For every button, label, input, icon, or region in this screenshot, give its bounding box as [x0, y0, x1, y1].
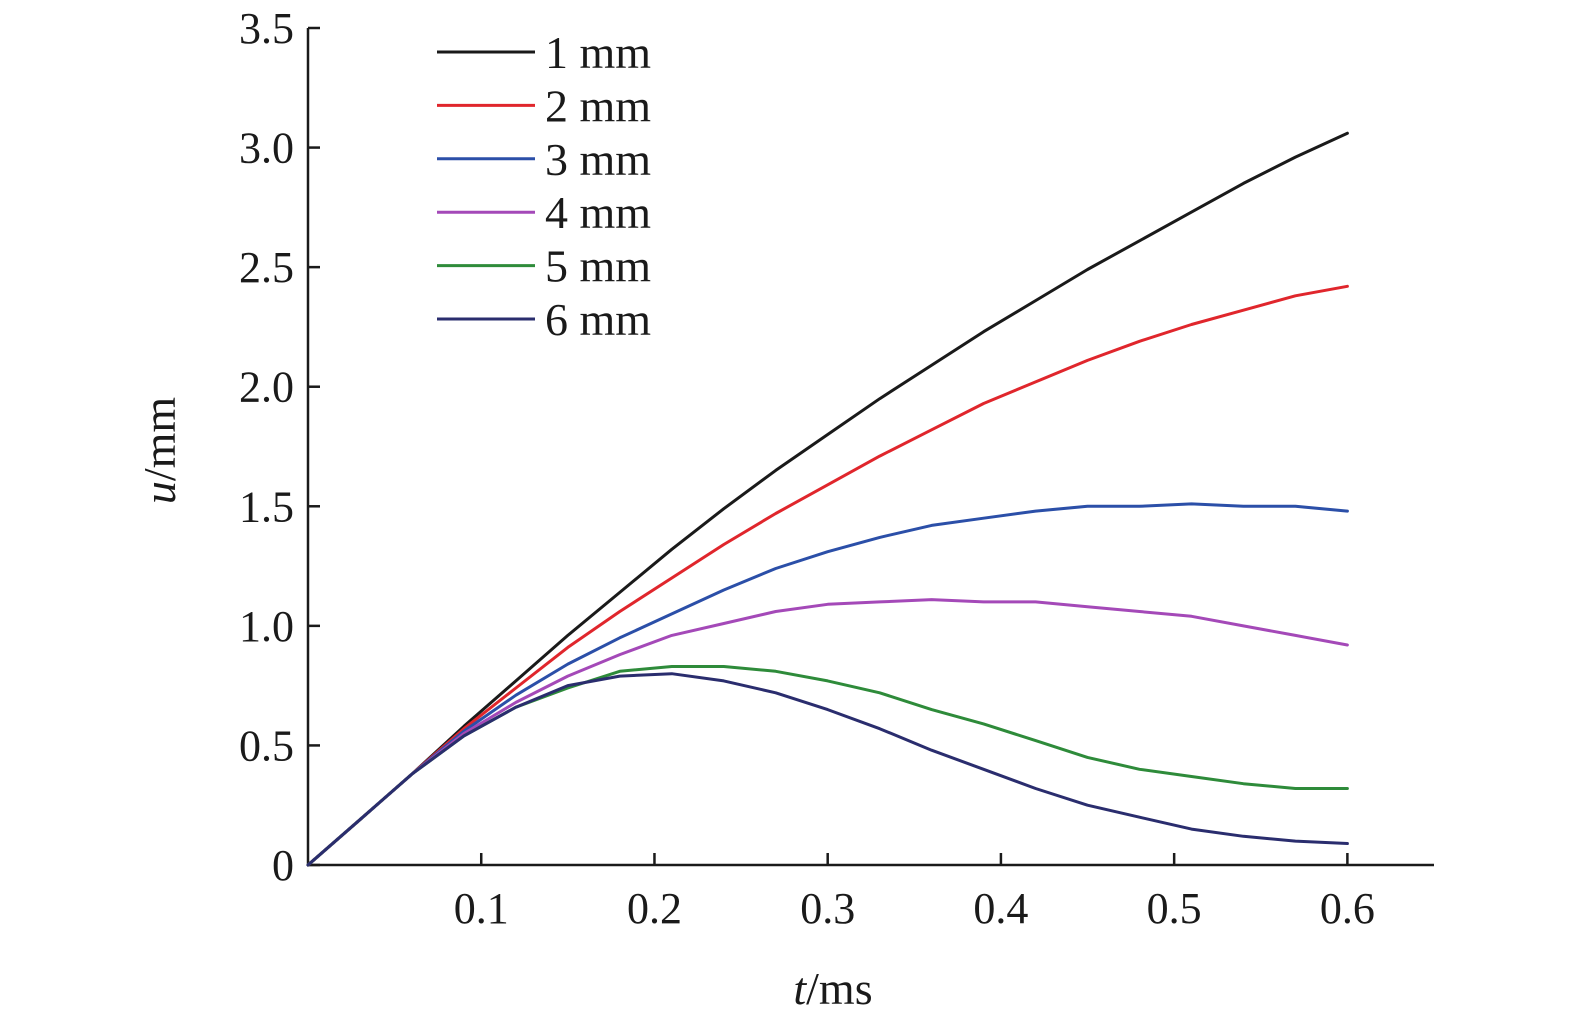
x-tick-label: 0.5: [1147, 884, 1202, 933]
x-tick-label: 0.1: [454, 884, 509, 933]
y-tick-label: 1.5: [239, 482, 294, 531]
series-line-1: [306, 131, 1349, 867]
legend-label-3: 3 mm: [545, 134, 651, 185]
x-ticks: 0.1 0.2 0.3 0.4 0.5 0.6: [454, 853, 1375, 933]
series-line-6: [306, 672, 1349, 867]
legend-label-4: 4 mm: [545, 187, 651, 238]
y-axis-title-symbol: u: [134, 481, 185, 504]
x-tick-label: 0.3: [800, 884, 855, 933]
y-tick-label: 1.0: [239, 602, 294, 651]
series-layer: [306, 131, 1349, 867]
y-tick-label: 0.5: [239, 721, 294, 770]
y-tick-label: 2.5: [239, 243, 294, 292]
legend-label-6: 6 mm: [545, 294, 651, 345]
x-axis-title: t/ms: [793, 963, 872, 1014]
x-tick-label: 0.2: [627, 884, 682, 933]
y-tick-label: 3.0: [239, 124, 294, 173]
legend-label-2: 2 mm: [545, 80, 651, 131]
x-axis-title-symbol: t: [793, 963, 807, 1014]
y-tick-label: 0: [272, 841, 294, 890]
y-axis-title: u/mm: [134, 397, 185, 505]
series-line-5: [306, 665, 1349, 867]
axes: 0.1 0.2 0.3 0.4 0.5 0.6 0 0.5 1.0 1.5 2.0 2.5 3.0 3.…: [239, 4, 1434, 933]
x-axis-title-unit: /ms: [806, 963, 872, 1014]
series-line-2: [306, 284, 1349, 867]
legend-label-5: 5 mm: [545, 241, 651, 292]
y-tick-label: 2.0: [239, 363, 294, 412]
series-line-3: [306, 502, 1349, 867]
y-tick-label: 3.5: [239, 4, 294, 53]
y-axis-title-unit: /mm: [134, 397, 185, 482]
y-ticks: 0 0.5 1.0 1.5 2.0 2.5 3.0 3.5: [239, 4, 320, 890]
legend-label-1: 1 mm: [545, 27, 651, 78]
legend: 1 mm2 mm3 mm4 mm5 mm6 mm: [437, 27, 651, 345]
x-tick-label: 0.4: [973, 884, 1028, 933]
x-tick-label: 0.6: [1320, 884, 1375, 933]
series-line-4: [306, 598, 1349, 867]
